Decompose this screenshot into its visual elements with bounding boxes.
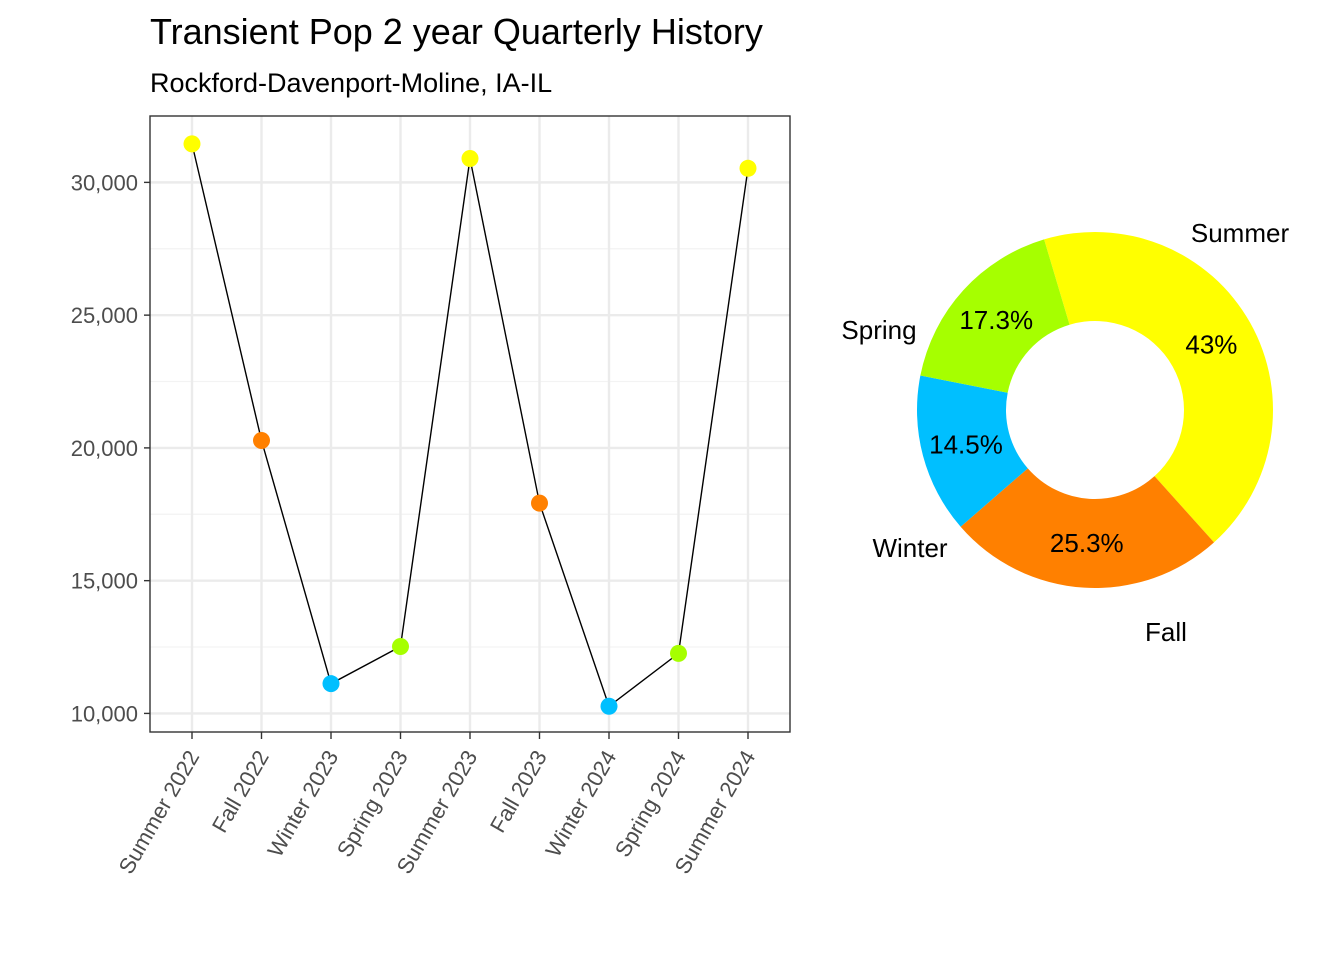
y-tick-label: 10,000 xyxy=(71,701,138,726)
data-point xyxy=(322,675,340,693)
chart-subtitle: Rockford-Davenport-Moline, IA-IL xyxy=(150,68,552,98)
donut-slice xyxy=(917,375,1028,527)
slice-name-label: Spring xyxy=(841,315,916,345)
gridlines xyxy=(150,116,790,732)
x-tick-label: Summer 2022 xyxy=(114,746,205,878)
data-point xyxy=(253,431,270,449)
data-point xyxy=(183,135,201,153)
y-tick-label: 25,000 xyxy=(71,303,138,328)
x-tick-label: Winter 2024 xyxy=(540,746,621,861)
donut-labels: 43% Summer 25.3% Fall 14.5% Winter 17.3% Spring xyxy=(841,218,1289,647)
y-tick-label: 30,000 xyxy=(71,170,138,195)
x-tick-label: Spring 2023 xyxy=(332,746,413,861)
slice-name-label: Summer xyxy=(1191,218,1290,248)
chart-title: Transient Pop 2 year Quarterly History xyxy=(150,11,763,52)
x-tick-label: Fall 2022 xyxy=(207,746,274,837)
y-tick-label: 15,000 xyxy=(71,569,138,594)
line-chart-panel: 10,000 15,000 20,000 25,000 30,000 Summer 20… xyxy=(71,115,791,878)
series-points xyxy=(183,135,757,715)
data-point xyxy=(531,494,548,512)
data-point xyxy=(392,638,409,656)
donut-slice xyxy=(1044,231,1273,543)
donut-slice xyxy=(920,239,1070,393)
data-point xyxy=(670,644,687,662)
x-tick-label: Fall 2023 xyxy=(485,746,552,837)
slice-name-label: Winter xyxy=(872,533,947,563)
x-tick-label: Spring 2024 xyxy=(610,746,691,861)
slice-percent-label: 25.3% xyxy=(1050,528,1124,558)
data-point xyxy=(461,149,479,167)
x-tick-label: Winter 2023 xyxy=(262,746,343,861)
data-point xyxy=(739,159,757,177)
slice-name-label: Fall xyxy=(1145,617,1187,647)
donut-slice xyxy=(960,468,1215,589)
y-axis: 10,000 15,000 20,000 25,000 30,000 xyxy=(71,170,150,726)
donut-chart: 43% Summer 25.3% Fall 14.5% Winter 17.3% Spring xyxy=(841,218,1289,647)
slice-percent-label: 14.5% xyxy=(929,429,1003,459)
y-tick-label: 20,000 xyxy=(71,436,138,461)
slice-percent-label: 17.3% xyxy=(959,305,1033,335)
data-point xyxy=(600,697,618,715)
slice-percent-label: 43% xyxy=(1185,330,1237,360)
donut-slices xyxy=(917,231,1273,589)
